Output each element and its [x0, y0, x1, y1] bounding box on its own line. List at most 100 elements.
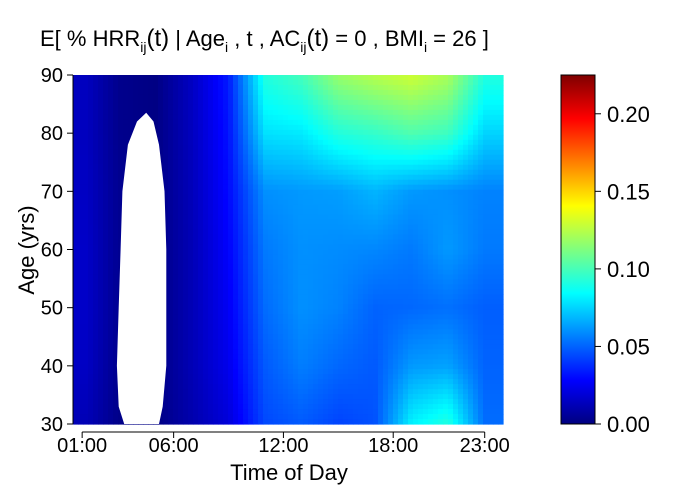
heatmap-cell	[183, 219, 189, 226]
heatmap-cell	[488, 184, 494, 191]
heatmap-cell	[448, 174, 454, 181]
heatmap-cell	[418, 199, 424, 206]
heatmap-cell	[318, 339, 324, 345]
heatmap-cell	[423, 119, 429, 126]
heatmap-cell	[73, 339, 79, 345]
heatmap-cell	[493, 159, 499, 166]
heatmap-cell	[318, 164, 324, 171]
heatmap-cell	[198, 284, 204, 290]
heatmap-cell	[303, 324, 309, 330]
heatmap-cell	[458, 354, 464, 360]
heatmap-cell	[103, 204, 109, 211]
heatmap-cell	[323, 84, 329, 91]
heatmap-cell	[293, 174, 299, 181]
heatmap-cell	[113, 339, 119, 345]
heatmap-cell	[408, 329, 414, 335]
heatmap-cell	[293, 239, 299, 246]
heatmap-cell	[233, 189, 239, 196]
heatmap-cell	[263, 139, 269, 146]
heatmap-cell	[153, 79, 159, 86]
heatmap-cell	[83, 359, 89, 365]
heatmap-cell	[173, 264, 179, 271]
heatmap-cell	[293, 294, 299, 300]
heatmap-cell	[103, 109, 109, 116]
heatmap-cell	[328, 114, 334, 121]
heatmap-cell	[288, 259, 294, 266]
heatmap-cell	[478, 319, 484, 325]
heatmap-cell	[363, 194, 369, 201]
heatmap-cell	[208, 254, 214, 261]
heatmap-cell	[303, 114, 309, 121]
heatmap-cell	[183, 184, 189, 191]
heatmap-cell	[393, 329, 399, 335]
heatmap-cell	[393, 239, 399, 246]
heatmap-cell	[353, 169, 359, 176]
heatmap-cell	[358, 79, 364, 86]
heatmap-cell	[233, 184, 239, 191]
heatmap-cell	[113, 324, 119, 330]
heatmap-cell	[78, 164, 84, 171]
heatmap-cell	[258, 344, 264, 350]
heatmap-cell	[408, 174, 414, 181]
heatmap-cell	[438, 254, 444, 261]
heatmap-cell	[88, 274, 94, 281]
heatmap-cell	[93, 314, 99, 320]
heatmap-cell	[113, 89, 119, 96]
heatmap-cell	[323, 334, 329, 340]
heatmap-cell	[423, 324, 429, 330]
heatmap-cell	[213, 124, 219, 131]
heatmap-cell	[118, 129, 124, 136]
heatmap-cell	[263, 249, 269, 256]
heatmap-cell	[333, 199, 339, 206]
heatmap-cell	[173, 184, 179, 191]
heatmap-cell	[308, 264, 314, 271]
heatmap-cell	[268, 84, 274, 91]
heatmap-cell	[488, 224, 494, 231]
heatmap-cell	[373, 299, 379, 305]
heatmap-cell	[373, 119, 379, 126]
heatmap-cell	[458, 274, 464, 281]
heatmap-cell	[283, 114, 289, 121]
heatmap-cell	[423, 89, 429, 96]
heatmap-cell	[443, 219, 449, 226]
heatmap-cell	[453, 104, 459, 111]
heatmap-cell	[93, 179, 99, 186]
heatmap-cell	[93, 249, 99, 256]
heatmap-cell	[433, 214, 439, 221]
heatmap-cell	[193, 99, 199, 106]
heatmap-cell	[463, 139, 469, 146]
heatmap-cell	[328, 89, 334, 96]
heatmap-cell	[418, 354, 424, 360]
heatmap-cell	[433, 234, 439, 241]
heatmap-cell	[398, 144, 404, 151]
heatmap-cell	[453, 159, 459, 166]
heatmap-cell	[278, 289, 284, 295]
heatmap-cell	[93, 269, 99, 276]
heatmap-cell	[398, 244, 404, 251]
heatmap-cell	[178, 119, 184, 126]
heatmap-cell	[413, 334, 419, 340]
heatmap-cell	[448, 124, 454, 131]
heatmap-cell	[73, 269, 79, 276]
heatmap-cell	[408, 89, 414, 96]
heatmap-cell	[323, 134, 329, 141]
heatmap-cell	[193, 314, 199, 320]
heatmap-cell	[438, 349, 444, 355]
heatmap-cell	[413, 319, 419, 325]
heatmap-cell	[208, 274, 214, 281]
heatmap-cell	[333, 174, 339, 181]
heatmap-cell	[328, 79, 334, 86]
heatmap-cell	[188, 169, 194, 176]
heatmap-cell	[238, 324, 244, 330]
heatmap-cell	[413, 169, 419, 176]
heatmap-cell	[268, 124, 274, 131]
heatmap-cell	[358, 154, 364, 161]
heatmap-cell	[113, 309, 119, 315]
heatmap-cell	[283, 239, 289, 246]
heatmap-cell	[458, 244, 464, 251]
heatmap-cell	[93, 159, 99, 166]
heatmap-cell	[468, 359, 474, 365]
heatmap-cell	[283, 289, 289, 295]
heatmap-cell	[343, 144, 349, 151]
heatmap-cell	[168, 219, 174, 226]
